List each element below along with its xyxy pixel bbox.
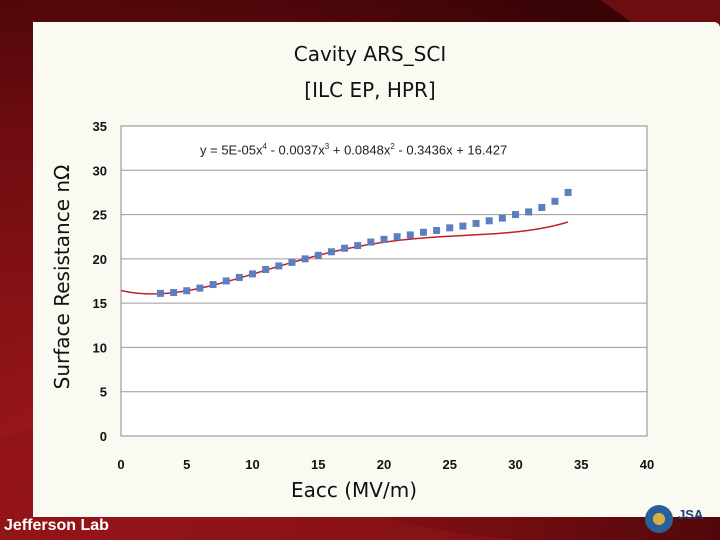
data-point <box>288 258 296 266</box>
data-point <box>170 289 178 297</box>
x-tick-label: 10 <box>245 457 259 472</box>
x-tick-label: 0 <box>117 457 124 472</box>
gridlines <box>121 169 647 393</box>
y-tick-label: 10 <box>93 340 107 355</box>
x-tick-label: 15 <box>311 457 325 472</box>
data-point <box>262 265 270 273</box>
equation-exponent: 2 <box>390 142 395 151</box>
data-point <box>512 211 519 219</box>
data-point <box>472 219 480 227</box>
data-points <box>156 188 572 297</box>
x-tick-label: 20 <box>377 457 391 472</box>
x-tick-label: 40 <box>640 457 654 472</box>
x-tick-label: 5 <box>183 457 190 472</box>
data-point <box>222 277 230 285</box>
y-tick-label: 15 <box>93 296 107 311</box>
equation-part: + 0.0848x <box>329 142 391 158</box>
data-point <box>354 242 362 250</box>
plot-area <box>120 125 648 437</box>
data-point <box>525 208 533 216</box>
equation-exponent: 3 <box>324 142 330 151</box>
data-point <box>564 188 572 196</box>
data-point <box>275 262 283 270</box>
equation-part: y = 5E-05x <box>200 142 263 158</box>
data-point <box>551 197 559 205</box>
x-tick-label: 35 <box>574 457 588 472</box>
y-tick-label: 0 <box>100 429 107 444</box>
data-point <box>406 231 414 239</box>
data-point <box>498 214 506 222</box>
jsa-logo: JSA <box>678 507 704 522</box>
data-point <box>459 222 467 230</box>
data-point <box>393 233 401 241</box>
data-point <box>446 224 454 232</box>
x-tick-label: 30 <box>508 457 522 472</box>
data-point <box>327 248 335 256</box>
data-point <box>235 273 243 281</box>
y-tick-label: 30 <box>93 163 107 178</box>
data-point <box>380 235 388 243</box>
y-tick-label: 35 <box>93 119 107 134</box>
data-point <box>209 281 217 289</box>
chart-subtitle: [ILC EP, HPR] <box>304 78 436 102</box>
data-point <box>183 287 191 295</box>
y-tick-label: 20 <box>93 252 107 267</box>
data-point <box>249 270 256 278</box>
data-point <box>433 227 441 235</box>
data-point <box>341 244 349 252</box>
y-tick-labels: 0 5 10 15 20 25 30 35 <box>93 119 107 444</box>
data-point <box>367 238 375 246</box>
x-axis-label: Eacc (MV/m) <box>290 478 417 502</box>
doe-seal-icon <box>645 505 673 533</box>
chart-title: Cavity ARS_SCI <box>293 42 447 66</box>
trendline-equation: y = 5E-05x4 - 0.0037x3 + 0.0848x2 - 0.34… <box>200 142 620 157</box>
data-point <box>485 217 493 225</box>
data-point <box>301 255 309 263</box>
equation-part: - 0.0037x <box>266 142 325 158</box>
y-axis-label: Surface Resistance nΩ <box>50 164 74 390</box>
equation-part: - 0.3436x + 16.427 <box>394 142 508 158</box>
data-point <box>156 289 164 297</box>
y-tick-label: 25 <box>93 208 107 223</box>
jefferson-lab-logo: Jefferson Lab <box>4 517 109 534</box>
data-point <box>538 203 546 211</box>
y-tick-label: 5 <box>100 385 107 400</box>
x-tick-label: 25 <box>443 457 457 472</box>
data-point <box>314 251 322 259</box>
data-point <box>419 228 427 236</box>
x-tick-labels: 0 5 10 15 20 25 30 35 40 <box>117 457 654 472</box>
data-point <box>196 284 204 292</box>
equation-exponent: 4 <box>262 142 267 151</box>
